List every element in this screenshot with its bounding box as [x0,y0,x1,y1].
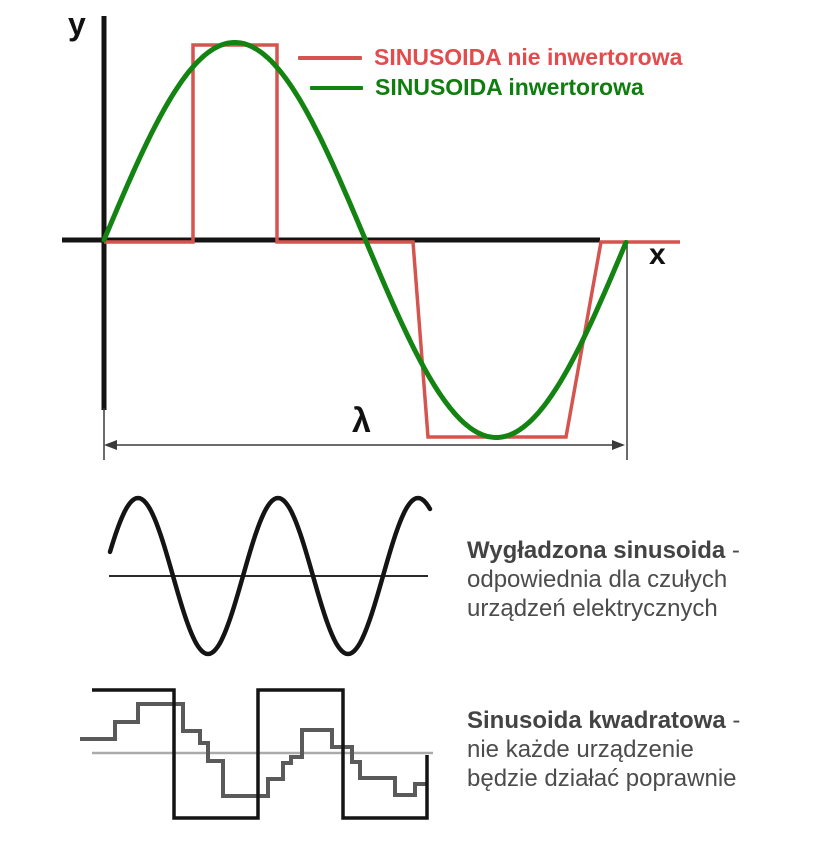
legend-label-non-inverter: SINUSOIDA nie inwertorowa [374,44,683,70]
smooth-sine-note: Wygładzona sinusoida - odpowiednia dla c… [467,536,740,623]
legend-row-inverter: SINUSOIDA inwertorowa [310,74,644,101]
wavelength-lambda-label: λ [352,402,371,440]
inverter-sine-curve [101,40,629,440]
stepped-sine-curve [80,702,427,798]
smooth-sine-note-line1: odpowiednia dla czułych [467,566,728,593]
wavelength-arrowhead-left-icon [104,440,117,450]
legend-row-non-inverter: SINUSOIDA nie inwertorowa [298,44,682,71]
square-wave-curve [92,688,429,820]
x-axis-label: x [649,238,666,271]
y-axis-label: y [68,6,86,42]
legend-label-inverter: SINUSOIDA inwertorowa [375,74,644,100]
square-sine-note-title-line: Sinusoida kwadratowa - [467,706,740,735]
square-sine-note-dash: - [725,707,741,734]
square-sine-note-line1: nie każde urządzenie [467,736,694,763]
smooth-sine-note-line2: urządzeń elektrycznych [467,595,718,622]
wavelength-arrowhead-right-icon [612,440,625,450]
smooth-sine-note-dash: - [725,537,740,564]
smooth-sine-note-title-line: Wygładzona sinusoida - [467,536,740,565]
square-sine-note: Sinusoida kwadratowa - nie każde urządze… [467,706,740,793]
legend-line-swatch-green [310,85,363,90]
legend-line-swatch-red [298,55,362,60]
smooth-sine-curve [107,495,433,657]
square-sine-note-title: Sinusoida kwadratowa [467,707,726,734]
smooth-sine-note-title: Wygładzona sinusoida [467,537,726,564]
square-sine-note-line2: będzie działać poprawnie [467,765,737,792]
